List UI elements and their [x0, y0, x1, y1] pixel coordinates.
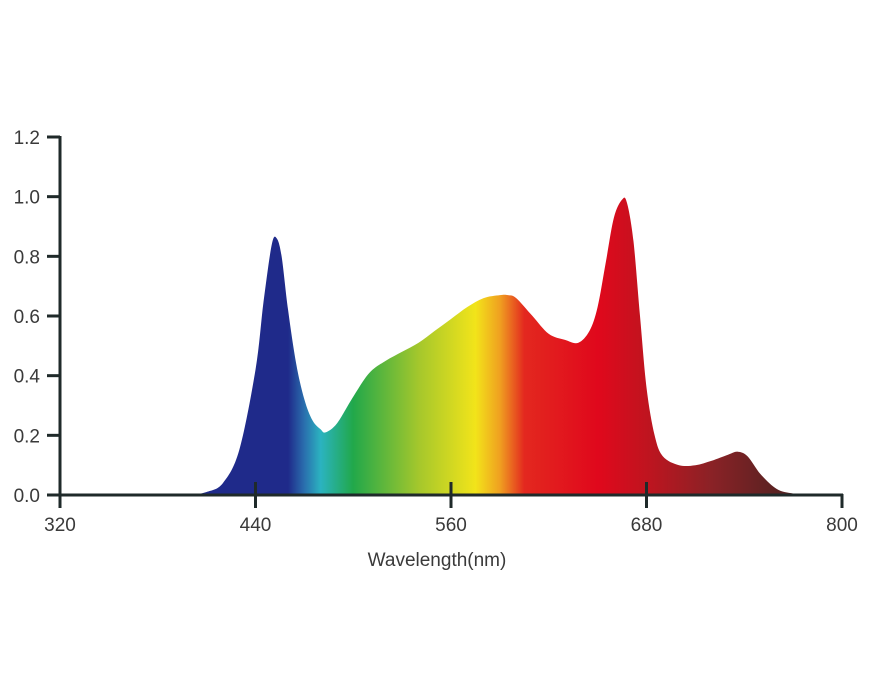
x-tick-label: 680	[631, 515, 663, 536]
y-tick-label: 0.4	[14, 367, 41, 388]
x-tick-label: 800	[826, 515, 858, 536]
y-tick-label: 0.6	[14, 307, 40, 328]
spectrum-area	[190, 197, 810, 495]
y-tick-label: 1.2	[14, 128, 40, 149]
x-tick-label: 320	[44, 515, 76, 536]
y-axis-ticks: 0.0 0.2 0.4 0.6 0.8 1.0 1.2	[14, 128, 60, 507]
y-tick-label: 0.0	[14, 486, 40, 507]
y-tick-label: 1.0	[14, 188, 40, 209]
x-axis-ticks: 320 440 560 680 800	[44, 482, 858, 536]
y-tick-label: 0.2	[14, 426, 40, 447]
x-tick-label: 440	[240, 515, 272, 536]
x-axis-title: Wavelength(nm)	[368, 550, 507, 571]
x-tick-label: 560	[435, 515, 467, 536]
y-tick-label: 0.8	[14, 247, 40, 268]
